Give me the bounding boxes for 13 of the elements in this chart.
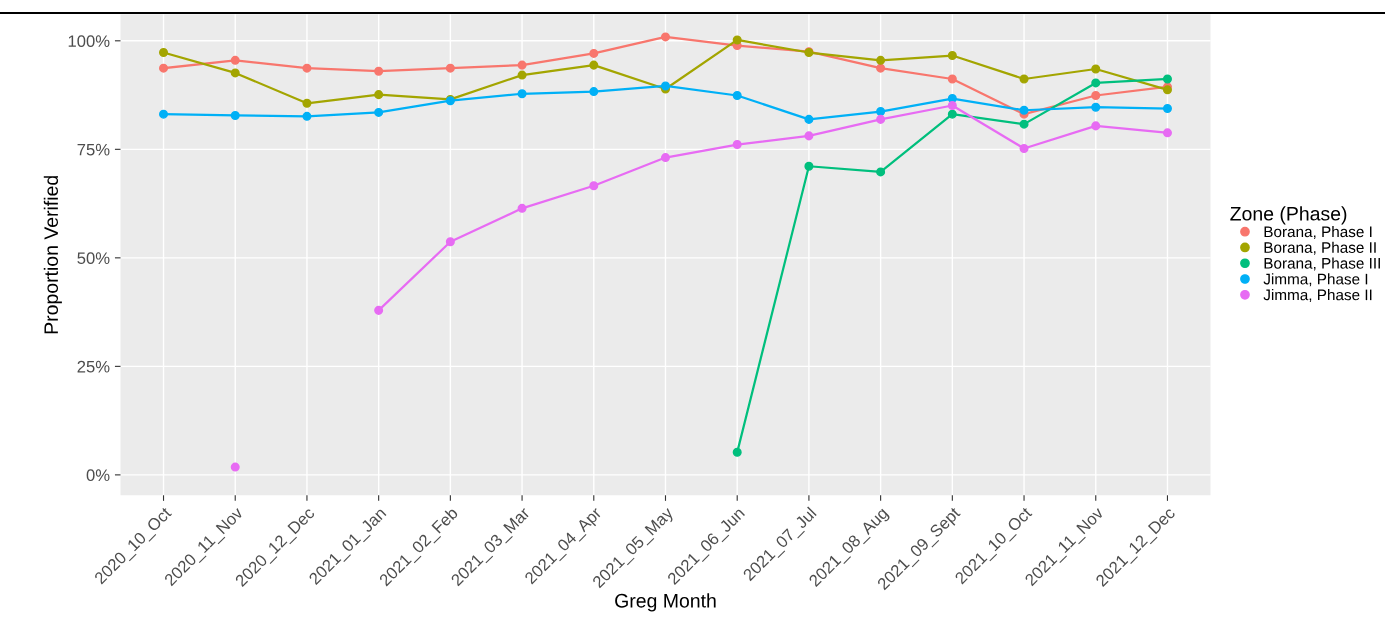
legend-label: Jimma, Phase II bbox=[1263, 289, 1372, 303]
legend-label: Jimma, Phase I bbox=[1263, 273, 1368, 287]
y-tick-label: 50% bbox=[77, 252, 110, 265]
y-tick-label: 0% bbox=[86, 469, 110, 482]
y-tick-label: 75% bbox=[77, 143, 110, 156]
y-axis-title: Proportion Verified bbox=[43, 176, 62, 334]
x-axis-title: Greg Month bbox=[615, 593, 716, 612]
legend-title: Zone (Phase) bbox=[1230, 206, 1347, 225]
legend-label: Borana, Phase I bbox=[1264, 225, 1372, 239]
legend-label: Borana, Phase II bbox=[1264, 241, 1376, 255]
legend-label: Borana, Phase III bbox=[1264, 257, 1380, 271]
y-tick-label: 25% bbox=[77, 360, 110, 373]
y-tick-label: 100% bbox=[68, 35, 110, 48]
